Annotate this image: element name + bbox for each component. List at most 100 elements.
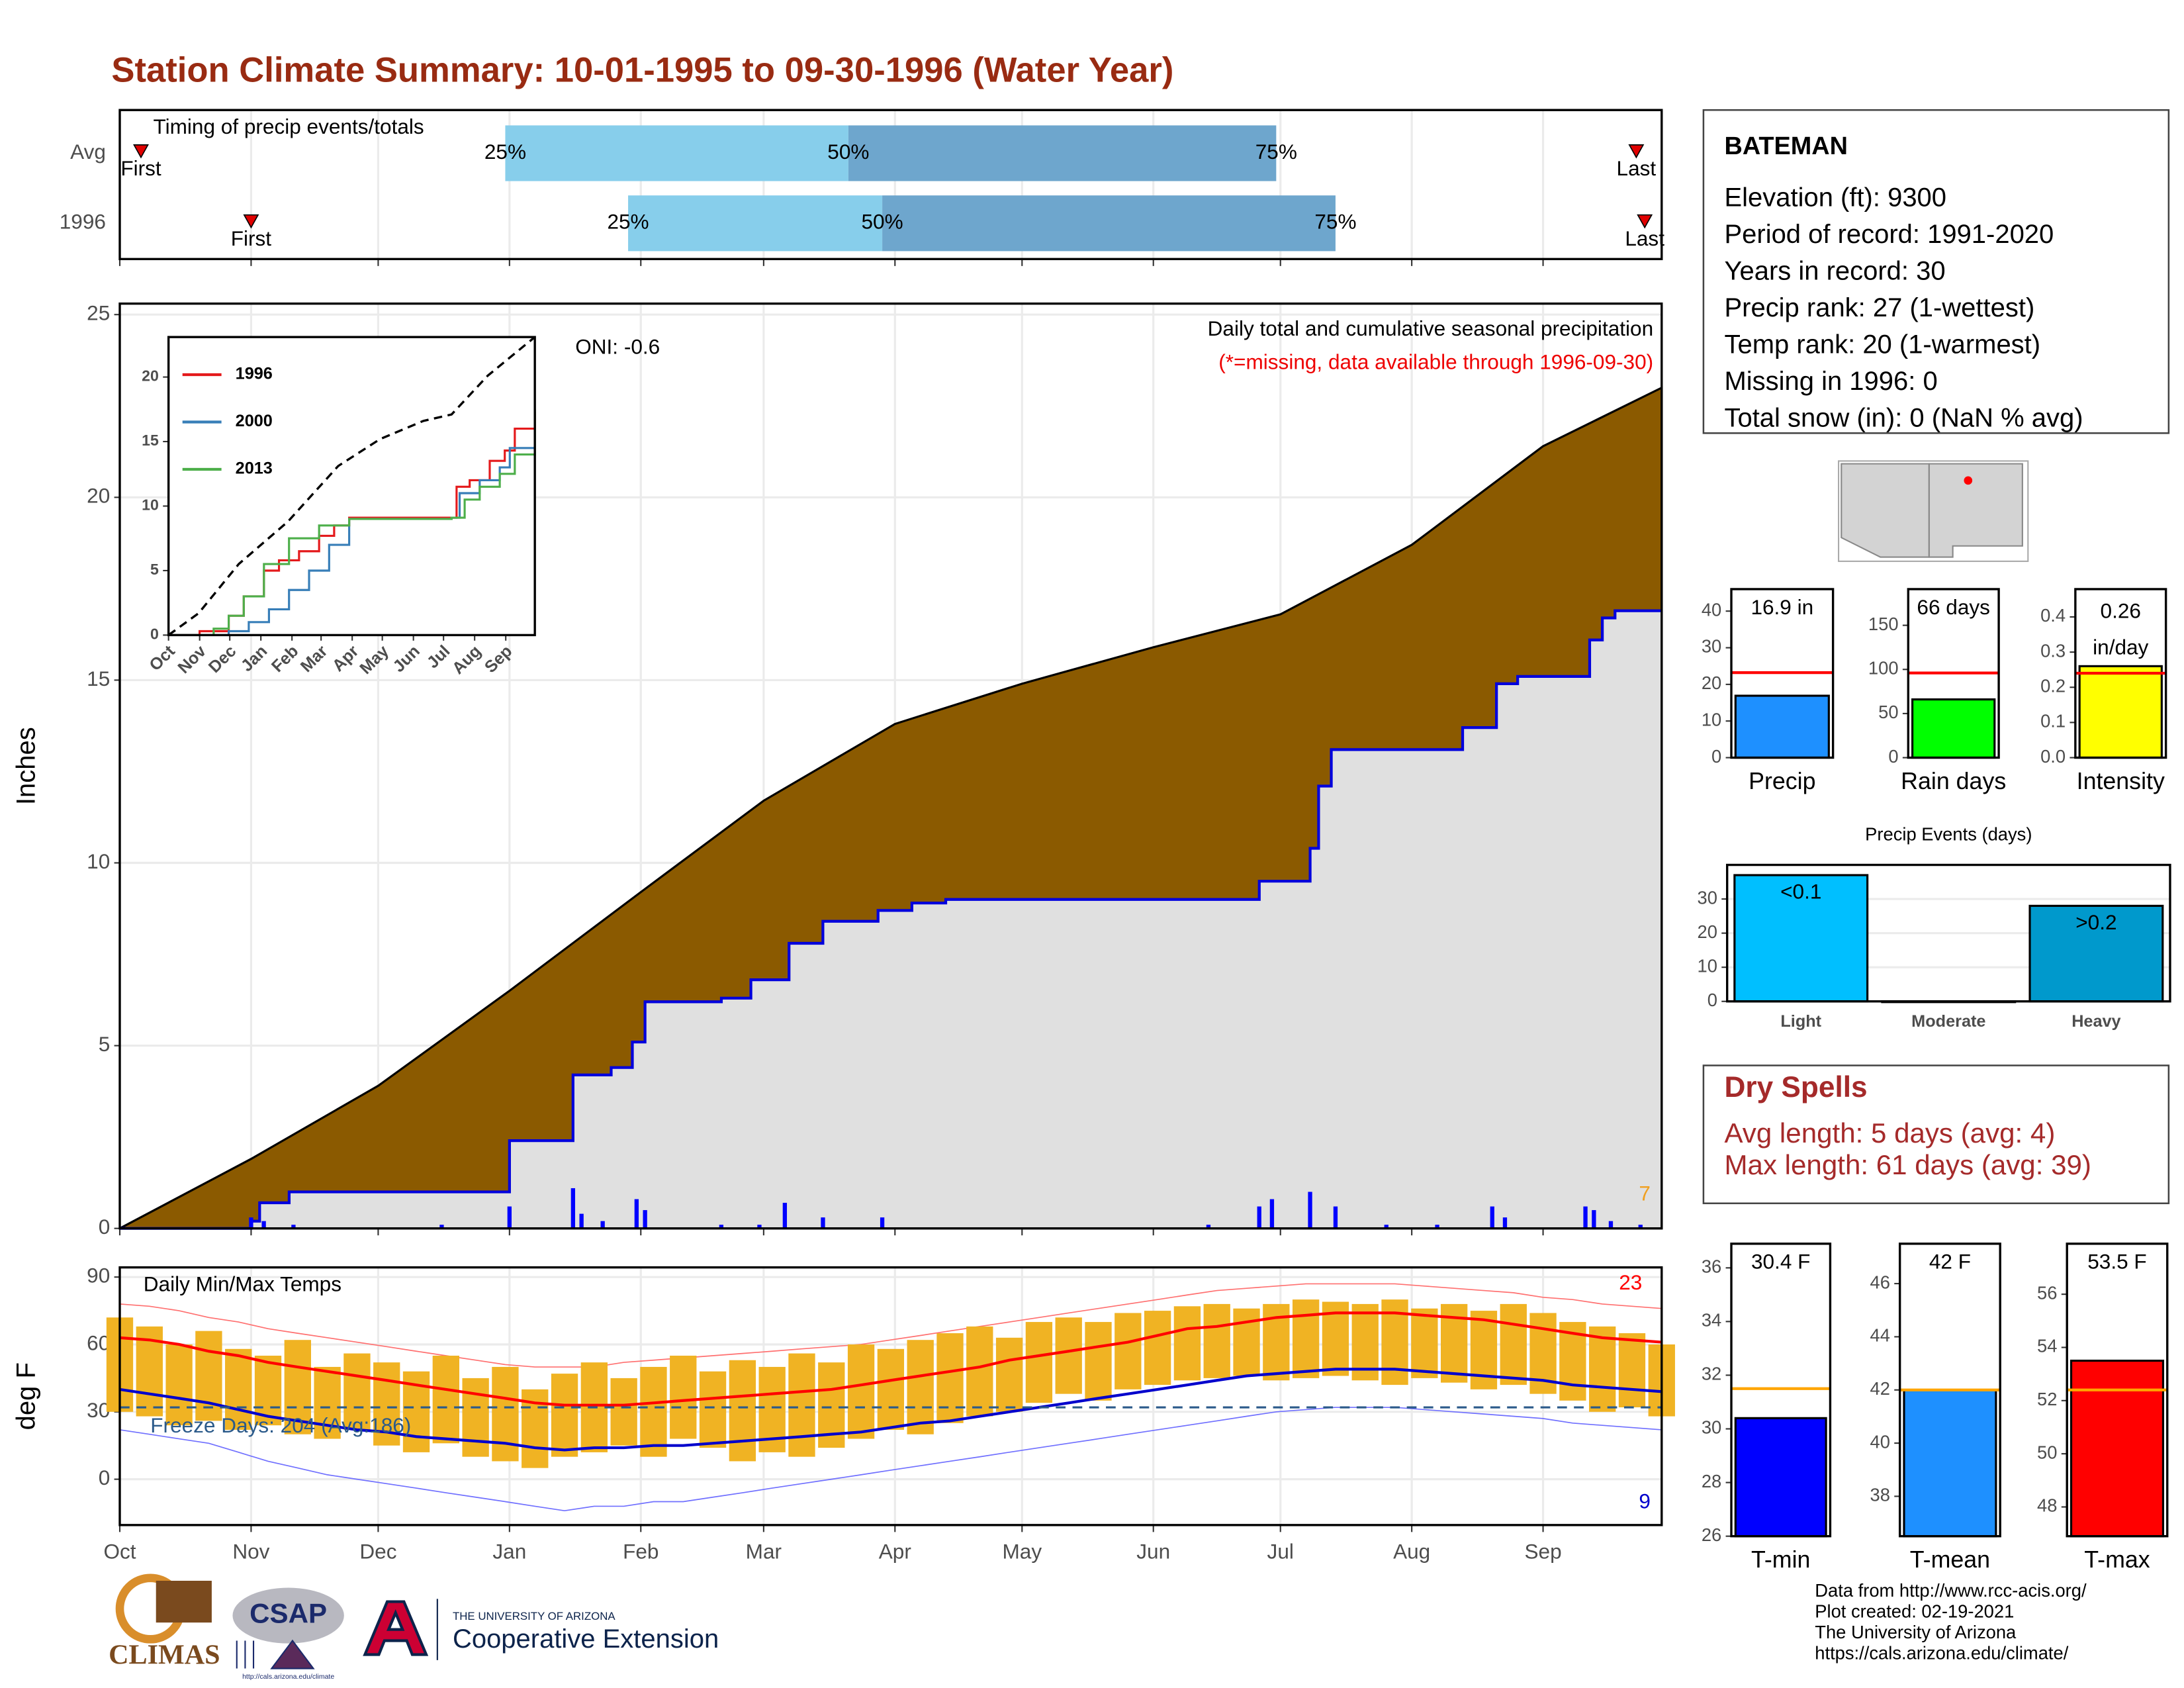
daily-precip-bar [1608, 1221, 1614, 1229]
category-label: T-mean [1910, 1546, 1990, 1573]
temp-range-bar [551, 1374, 578, 1457]
y-tick-label: 32 [1702, 1364, 1721, 1384]
x-tick-label: Feb [623, 1539, 659, 1563]
annotation: ONI: -0.6 [575, 334, 660, 358]
temp-range-bar [670, 1355, 697, 1439]
daily-precip-bar [757, 1225, 762, 1229]
daily-precip-bar [249, 1217, 253, 1229]
panel-frame [2074, 588, 2167, 759]
x-tick-label: Jan [492, 1539, 526, 1563]
x-tick-label: Dec [359, 1539, 396, 1563]
chart-subtitle: (*=missing, data available through 1996-… [1218, 350, 1653, 373]
daily-precip-bar [261, 1221, 266, 1229]
y-tick-label: 46 [1870, 1272, 1890, 1292]
daily-precip-bar [1435, 1225, 1439, 1229]
daily-precip-bar [782, 1203, 788, 1229]
quartile-bar [882, 195, 1336, 252]
value-label: 0.26 in/day [2093, 599, 2148, 659]
temp-range-bar [1025, 1322, 1053, 1403]
y-axis-label: deg F [12, 1362, 41, 1430]
dry-spells-box [1702, 1064, 2170, 1205]
category-label: T-min [1751, 1546, 1810, 1573]
category-label: T-max [2084, 1546, 2150, 1573]
y-tick-label: 50 [2037, 1442, 2057, 1462]
average-min-line [119, 1368, 1662, 1452]
temp-range-bar [1203, 1303, 1230, 1378]
y-tick-label: 38 [1870, 1485, 1890, 1505]
quartile-bar [848, 125, 1277, 181]
daily-precip-bar [1308, 1192, 1312, 1229]
y-tick-label: 54 [2037, 1336, 2057, 1356]
y-tick-label: 42 [1870, 1378, 1890, 1399]
map-state [1928, 463, 2023, 558]
temp-range-bar [492, 1366, 519, 1462]
temp-range-bar [1589, 1326, 1616, 1412]
quartile-label: 75% [1314, 210, 1356, 234]
temp-range-bar [847, 1344, 875, 1439]
credit-line: Data from http://www.rcc-acis.org/ [1815, 1580, 2087, 1601]
y-tick-label: 0 [150, 626, 159, 643]
category-label: Precip [1749, 768, 1815, 794]
record-high-line [119, 1283, 1662, 1368]
logo-shape [236, 1639, 315, 1669]
quartile-label: 75% [1255, 140, 1297, 164]
event-marker [133, 144, 149, 159]
logo-text: http://cals.arizona.edu/climate [242, 1673, 334, 1681]
daily-precip-bar [1592, 1210, 1596, 1229]
page-title: Station Climate Summary: 10-01-1995 to 0… [111, 50, 1173, 89]
daily-precip-bar [439, 1225, 444, 1229]
daily-precip-bar [634, 1199, 639, 1229]
y-tick-label: 40 [1870, 1431, 1890, 1452]
daily-precip-bar [880, 1217, 885, 1229]
y-tick-label: 60 [87, 1331, 110, 1354]
daily-precip-bar [579, 1213, 584, 1229]
bar [1734, 1417, 1827, 1538]
bar [1911, 698, 1996, 759]
panel-frame [1898, 1243, 2001, 1538]
station-info: Period of record: 1991-2020 [1724, 220, 2054, 249]
y-tick-label: 0.0 [2040, 746, 2066, 767]
y-tick-label: 30 [87, 1398, 110, 1422]
y-tick-label: 10 [142, 496, 159, 514]
temp-range-bar [907, 1340, 934, 1434]
dry-spells-title: Dry Spells [1724, 1071, 1867, 1103]
y-tick-label: 56 [2037, 1282, 2057, 1303]
y-tick-label: 15 [87, 667, 110, 690]
temp-range-bar [1351, 1303, 1379, 1381]
bar [1903, 1389, 1997, 1538]
y-tick-label: 100 [1868, 657, 1899, 678]
value-label: 30.4 F [1751, 1250, 1810, 1274]
logos: CLIMAS CSAP http://cals.arizona.edu/clim… [109, 1573, 719, 1681]
annotation: Freeze Days: 204 (Avg:186) [150, 1413, 411, 1437]
daily-precip-bar [507, 1206, 512, 1229]
temp-range-bar [1173, 1306, 1201, 1381]
daily-precip-bar [1638, 1225, 1643, 1229]
temp-range-bar [640, 1366, 667, 1457]
x-tick-label: Aug [1393, 1539, 1430, 1563]
panel-frame [167, 336, 536, 637]
event-marker [1628, 144, 1645, 159]
event-marker [243, 214, 259, 229]
category-label: Intensity [2077, 768, 2165, 794]
temp-range-bar [1115, 1313, 1142, 1389]
y-tick-label: 40 [1702, 599, 1721, 620]
panel-frame [2066, 1243, 2169, 1538]
logo-text: THE UNIVERSITY OF ARIZONA [453, 1610, 615, 1622]
bar [1733, 874, 1869, 1003]
credit-line: https://cals.arizona.edu/climate/ [1815, 1643, 2068, 1664]
temp-range-bar [432, 1355, 459, 1444]
annotation: 7 [1639, 1182, 1651, 1205]
y-tick-label: 5 [150, 561, 159, 578]
daily-precip-bar [1257, 1206, 1261, 1229]
credit-line: The University of Arizona [1815, 1622, 2017, 1642]
temp-range-bar [966, 1326, 993, 1417]
y-tick-label: 150 [1868, 614, 1899, 634]
temp-range-bar [1618, 1333, 1646, 1408]
annotation: 23 [1619, 1270, 1642, 1294]
dry-spells-info: Max length: 61 days (avg: 39) [1724, 1149, 2091, 1180]
daily-precip-bar [291, 1225, 296, 1229]
y-tick-label: 30 [1702, 1417, 1721, 1438]
x-tick-label: Mar [746, 1539, 782, 1563]
y-tick-label: 26 [1702, 1524, 1721, 1545]
y-tick-label: 25 [87, 301, 110, 325]
